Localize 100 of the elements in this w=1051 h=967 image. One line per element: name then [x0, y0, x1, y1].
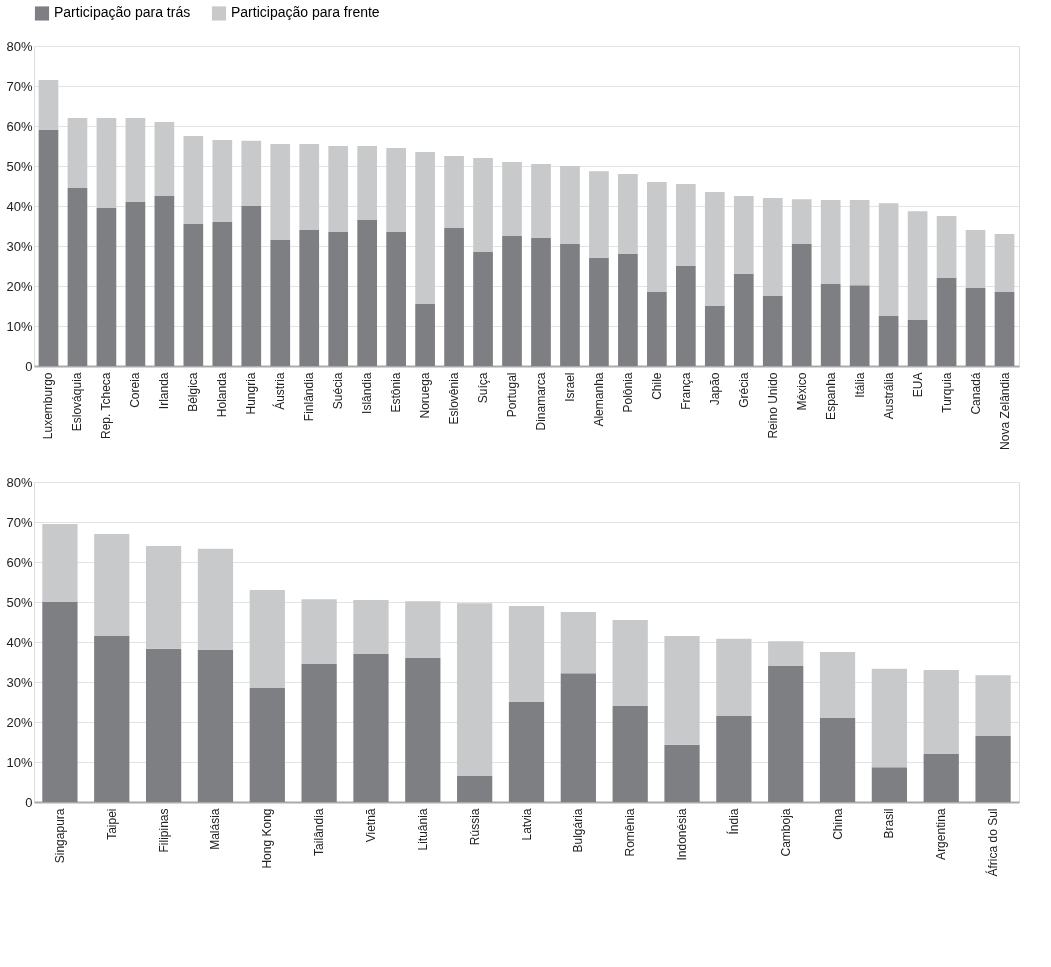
bar	[386, 148, 406, 232]
x-tick-label: Japão	[707, 372, 722, 406]
bar	[675, 184, 696, 266]
y-tick-label: 20%	[6, 714, 33, 730]
y-tick-label: 50%	[6, 594, 33, 610]
bar	[733, 274, 754, 366]
x-tick-label: China	[830, 808, 845, 840]
x-tick-label: Eslovênia	[447, 372, 462, 425]
y-tick-label: 50%	[6, 158, 33, 174]
x-tick-label: Portugal	[505, 372, 520, 418]
y-tick-label: 10%	[6, 318, 33, 334]
legend-label: Participação para trás	[54, 4, 191, 21]
x-tick-label: Irlanda	[157, 372, 172, 410]
bar	[975, 675, 1011, 736]
bar	[415, 304, 435, 366]
bar	[936, 216, 957, 278]
bar	[768, 641, 804, 666]
x-tick-label: Hungria	[244, 372, 259, 415]
bar	[704, 192, 725, 306]
bar	[444, 156, 464, 228]
x-tick-label: Polônia	[620, 372, 635, 413]
x-tick-label: Dinamarca	[533, 372, 548, 431]
x-tick-label: Latvia	[519, 808, 534, 841]
bar	[125, 118, 146, 202]
bar	[965, 230, 986, 288]
bar	[531, 238, 551, 366]
bar	[936, 278, 957, 366]
x-tick-label: Suécia	[331, 372, 346, 410]
x-tick-label: Indonésia	[675, 808, 690, 861]
bar	[791, 244, 812, 366]
bar	[94, 534, 130, 636]
y-tick-label: 40%	[6, 198, 33, 214]
x-tick-label: Índia	[725, 808, 741, 835]
bar	[154, 122, 175, 196]
bar	[357, 146, 378, 220]
x-tick-label: Reino Unido	[765, 372, 780, 439]
bar	[405, 658, 441, 802]
bar	[328, 146, 349, 232]
x-tick-label: Noruega	[418, 372, 433, 419]
bar	[871, 668, 908, 768]
bar	[145, 648, 182, 802]
bar	[733, 196, 754, 274]
bar	[907, 320, 928, 366]
y-tick-label: 70%	[6, 514, 33, 530]
x-tick-label: Austrália	[881, 372, 896, 420]
bar	[502, 236, 522, 366]
x-tick-label: Rep. Tcheca	[99, 372, 114, 439]
x-tick-label: Holanda	[215, 372, 230, 418]
bar	[675, 266, 696, 366]
x-tick-label: Espanha	[823, 372, 838, 420]
bar	[154, 196, 175, 366]
x-tick-label: Eslováquia	[70, 372, 85, 432]
y-tick-label: 0	[25, 794, 33, 810]
bar	[473, 252, 493, 366]
y-tick-label: 70%	[6, 78, 33, 94]
bar	[94, 636, 130, 802]
bar	[618, 254, 638, 366]
x-tick-label: Islândia	[360, 372, 375, 414]
x-tick-label: Taipei	[104, 808, 119, 840]
x-tick-label: Grécia	[736, 372, 751, 408]
x-tick-label: Romênia	[623, 808, 638, 857]
bar	[716, 638, 752, 716]
y-tick-label: 30%	[6, 238, 33, 254]
bar	[212, 222, 233, 366]
bar	[96, 208, 117, 366]
bar	[716, 716, 752, 802]
bar	[820, 200, 841, 284]
bar	[270, 240, 291, 366]
bar	[618, 174, 638, 254]
y-tick-label: 10%	[6, 754, 33, 770]
bar	[42, 602, 78, 802]
bar	[849, 285, 870, 366]
x-tick-label: Estônia	[389, 372, 404, 413]
bar	[183, 224, 204, 366]
bar	[125, 202, 146, 366]
bar	[560, 166, 580, 244]
bar	[67, 118, 88, 188]
bar	[241, 206, 262, 366]
bar	[353, 600, 389, 654]
bar	[907, 211, 928, 320]
bar	[444, 228, 464, 366]
x-tick-label: EUA	[910, 372, 925, 398]
bar	[612, 620, 648, 706]
bar	[386, 232, 406, 366]
x-tick-label: Argentina	[934, 808, 949, 860]
bar	[878, 203, 899, 316]
bar	[560, 244, 580, 366]
x-tick-label: Luxemburgo	[41, 372, 56, 440]
bar	[560, 612, 596, 674]
bar	[647, 182, 667, 292]
bar	[502, 162, 522, 236]
x-tick-label: Rússia	[467, 808, 482, 846]
bar	[241, 140, 262, 206]
bar	[38, 130, 59, 366]
y-tick-label: 30%	[6, 674, 33, 690]
bar	[299, 144, 320, 230]
bar	[67, 188, 88, 366]
x-tick-label: África do Sul	[985, 808, 1001, 877]
bar	[589, 258, 609, 366]
bar	[42, 524, 78, 602]
